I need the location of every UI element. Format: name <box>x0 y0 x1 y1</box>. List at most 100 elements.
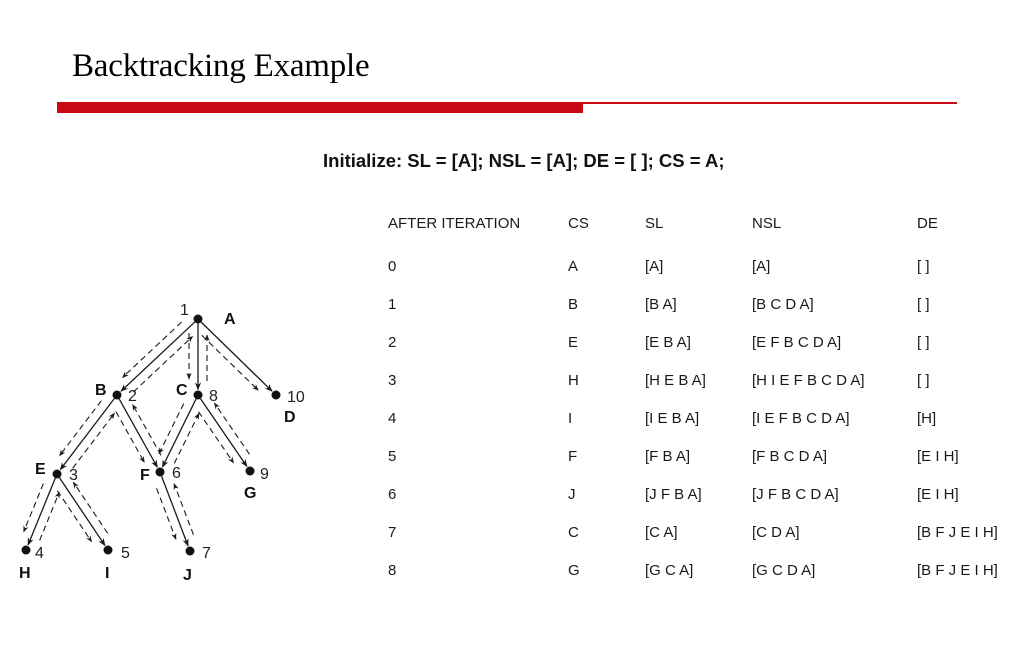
row-6-nsl: [J F B C D A] <box>752 486 839 503</box>
row-2-nsl: [E F B C D A] <box>752 334 842 351</box>
row-2-cs: E <box>568 334 579 351</box>
row-4-nsl: [I E F B C D A] <box>752 410 850 427</box>
node-label-E: E <box>35 461 46 478</box>
node-order-J: 7 <box>202 545 211 562</box>
row-5-iteration: 5 <box>388 448 397 465</box>
row-1-cs: B <box>568 296 579 313</box>
header-cs: CS <box>568 215 589 232</box>
row-7-sl: [C A] <box>645 524 678 541</box>
node-label-C: C <box>176 382 188 399</box>
node-label-B: B <box>95 382 107 399</box>
search-arrow-F-C-up <box>173 412 200 464</box>
search-arrow-J-F-up <box>173 483 194 535</box>
row-1-de: [ ] <box>917 296 930 313</box>
node-label-J: J <box>183 567 192 584</box>
search-arrow-C-G-down <box>198 411 234 464</box>
node-order-I: 5 <box>121 545 130 562</box>
tree-node-C <box>193 390 203 400</box>
node-order-G: 9 <box>260 466 269 483</box>
row-6-iteration: 6 <box>388 486 397 503</box>
row-7-iteration: 7 <box>388 524 397 541</box>
row-6-de: [E I H] <box>917 486 959 503</box>
tree-node-J <box>185 546 195 556</box>
row-5-cs: F <box>568 448 578 465</box>
title-underline-thick <box>57 102 583 113</box>
row-8-iteration: 8 <box>388 562 397 579</box>
row-4-de: [H] <box>917 410 937 427</box>
node-order-H: 4 <box>35 545 44 562</box>
row-3-nsl: [H I E F B C D A] <box>752 372 865 389</box>
row-4-sl: [I E B A] <box>645 410 700 427</box>
search-arrow-B-E-down <box>59 400 102 457</box>
row-7-cs: C <box>568 524 579 541</box>
row-0-de: [ ] <box>917 258 930 275</box>
tree-edge-A-B <box>120 321 196 392</box>
row-3-cs: H <box>568 372 579 389</box>
tree-node-D <box>271 390 281 400</box>
slide-title: Backtracking Example <box>72 48 370 84</box>
search-arrow-E-B-up <box>72 412 115 469</box>
search-arrow-A-B-down <box>122 321 183 378</box>
row-3-de: [ ] <box>917 372 930 389</box>
row-0-iteration: 0 <box>388 258 397 275</box>
row-1-sl: [B A] <box>645 296 677 313</box>
row-4-cs: I <box>568 410 573 427</box>
node-label-D: D <box>284 409 296 426</box>
tree-node-H <box>21 545 31 555</box>
node-order-C: 8 <box>209 388 218 405</box>
tree-edge-B-E <box>59 398 115 471</box>
search-arrow-E-I-down <box>56 490 93 543</box>
node-order-E: 3 <box>69 467 78 484</box>
row-1-iteration: 1 <box>388 296 397 313</box>
node-label-G: G <box>244 485 256 502</box>
node-order-B: 2 <box>128 388 137 405</box>
row-2-iteration: 2 <box>388 334 397 351</box>
row-0-cs: A <box>568 258 579 275</box>
search-arrow-F-J-down <box>156 488 177 540</box>
tree-node-A <box>193 314 203 324</box>
row-7-de: [B F J E I H] <box>917 524 998 541</box>
tree-edge-F-J <box>160 475 189 547</box>
row-5-sl: [F B A] <box>645 448 691 465</box>
row-0-sl: [A] <box>645 258 664 275</box>
row-8-nsl: [G C D A] <box>752 562 816 579</box>
row-1-nsl: [B C D A] <box>752 296 814 313</box>
header-de: DE <box>917 215 938 232</box>
tree-node-F <box>155 467 165 477</box>
search-arrow-H-E-up <box>39 491 60 541</box>
node-label-H: H <box>19 565 31 582</box>
tree-node-B <box>112 390 122 400</box>
header-sl: SL <box>645 215 664 232</box>
header-nsl: NSL <box>752 215 782 232</box>
tree-node-E <box>52 469 62 479</box>
tree-edge-A-D <box>200 321 273 392</box>
row-3-iteration: 3 <box>388 372 397 389</box>
row-6-cs: J <box>568 486 576 503</box>
row-8-de: [B F J E I H] <box>917 562 998 579</box>
node-label-F: F <box>140 467 150 484</box>
search-arrow-B-A-up <box>132 336 193 393</box>
search-arrow-A-D-down <box>201 334 259 391</box>
node-label-I: I <box>105 565 109 582</box>
row-8-cs: G <box>568 562 580 579</box>
title-underline-thin <box>583 102 957 104</box>
row-8-sl: [G C A] <box>645 562 694 579</box>
header-after-iteration: AFTER ITERATION <box>388 215 521 232</box>
search-arrow-C-F-down <box>158 403 185 455</box>
node-order-F: 6 <box>172 465 181 482</box>
tree-edge-E-I <box>58 477 106 547</box>
search-arrow-G-C-up <box>214 402 250 455</box>
node-order-A: 1 <box>180 302 189 319</box>
backtrack-path-arrows <box>23 321 259 543</box>
tree-edges <box>27 321 273 547</box>
row-2-de: [ ] <box>917 334 930 351</box>
row-5-de: [E I H] <box>917 448 959 465</box>
row-4-iteration: 4 <box>388 410 397 427</box>
search-tree-diagram: A 1 B 2 C 8 D 10 E 3 F 6 G9 H4 I5 J7 <box>19 302 305 584</box>
tree-edge-C-G <box>200 398 248 468</box>
tree-nodes: A 1 B 2 C 8 D 10 E 3 F 6 G9 H4 I5 J7 <box>19 302 305 584</box>
row-3-sl: [H E B A] <box>645 372 706 389</box>
row-0-nsl: [A] <box>752 258 771 275</box>
tree-edge-B-F <box>118 398 158 468</box>
row-7-nsl: [C D A] <box>752 524 800 541</box>
